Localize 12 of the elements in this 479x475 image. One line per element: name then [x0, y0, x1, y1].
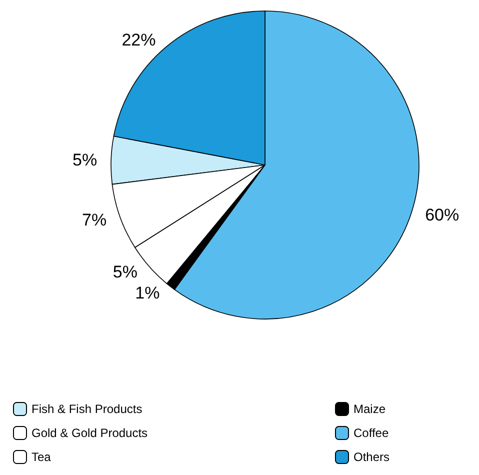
- legend-label: Fish & Fish Products: [32, 402, 142, 416]
- data-label: 5%: [112, 262, 138, 282]
- data-label: 60%: [425, 206, 460, 225]
- legend-label: Tea: [32, 450, 52, 464]
- data-label: 5%: [72, 150, 98, 170]
- legend-label: Others: [354, 450, 390, 464]
- legend-label: Coffee: [354, 426, 389, 440]
- data-label: 22%: [122, 30, 156, 50]
- legend-label: Gold & Gold Products: [32, 426, 148, 440]
- legend-label: Maize: [354, 402, 386, 416]
- data-label: 7%: [82, 210, 107, 230]
- data-label: 1%: [135, 284, 160, 303]
